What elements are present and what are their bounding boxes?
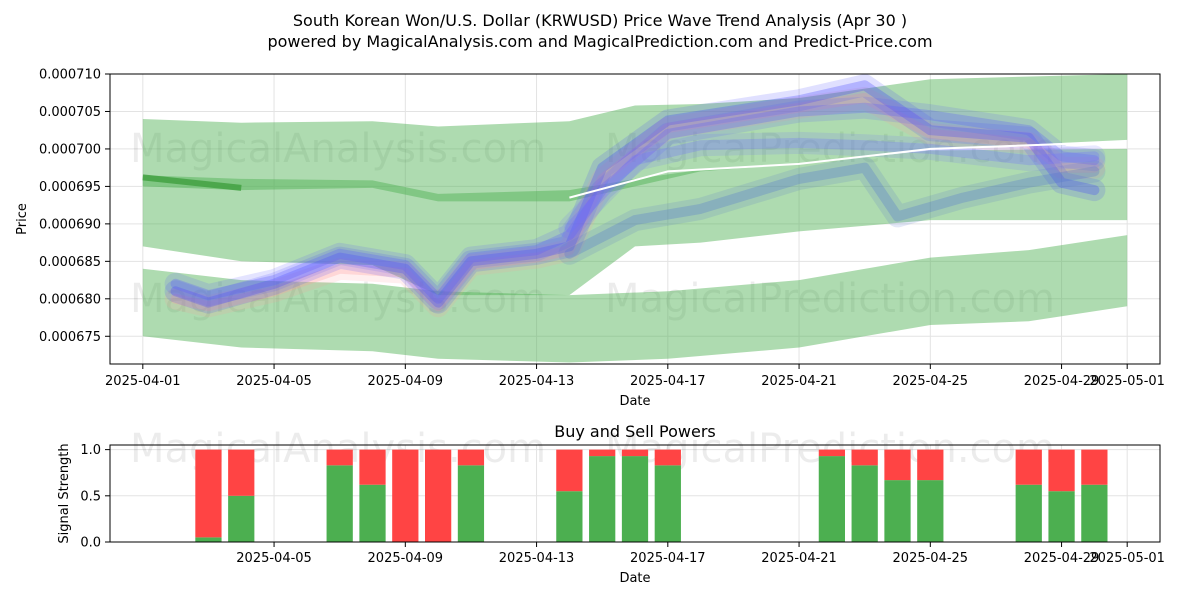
y-axis-label: Signal Strength <box>57 443 72 543</box>
x-axis-label: Date <box>619 571 650 586</box>
watermark-text: MagicalPrediction.com <box>605 126 1055 172</box>
y-tick-label: 0.5 <box>80 489 101 504</box>
band-start-line <box>142 174 242 191</box>
buy-bar <box>326 465 353 542</box>
wave-core <box>564 137 1100 233</box>
wave-band <box>164 87 1106 318</box>
x-tick-label: 2025-05-01 <box>1089 374 1165 389</box>
y-tick-label: 0.000685 <box>39 255 101 270</box>
sell-bar <box>1081 449 1108 485</box>
sell-bar <box>884 449 911 481</box>
buy-bar <box>457 465 485 542</box>
bar-plot-frame <box>109 444 1161 543</box>
x-tick-label: 2025-04-05 <box>236 374 312 389</box>
buy-bar <box>1015 484 1042 542</box>
y-tick-label: 0.000700 <box>39 142 101 157</box>
watermark-text: MagicalAnalysis.com <box>130 276 546 322</box>
buy-bar <box>1048 491 1075 542</box>
x-tick-label: 2025-04-05 <box>236 551 312 566</box>
buy-bar <box>884 480 911 542</box>
band-lower <box>142 235 1128 363</box>
band-upper <box>142 74 1128 202</box>
sell-bar <box>851 449 878 466</box>
sell-bar <box>917 449 944 481</box>
wave-core <box>170 102 1100 304</box>
sell-bar <box>1015 449 1042 485</box>
buy-bar <box>556 491 583 542</box>
wave-core <box>170 93 1100 312</box>
buy-bar <box>359 484 386 542</box>
sell-bar <box>425 449 452 542</box>
y-tick-label: 0.000680 <box>39 292 101 307</box>
sell-bar <box>359 449 386 485</box>
wave-core <box>170 80 1100 308</box>
x-tick-label: 2025-04-13 <box>499 551 575 566</box>
x-tick-label: 2025-04-21 <box>761 551 837 566</box>
y-tick-label: 0.000710 <box>39 68 101 83</box>
sell-bar <box>621 449 649 457</box>
wave-band <box>558 131 1106 239</box>
x-tick-label: 2025-04-25 <box>893 551 969 566</box>
x-tick-label: 2025-04-09 <box>368 551 444 566</box>
sell-bar <box>589 449 616 457</box>
x-tick-label: 2025-04-13 <box>499 374 575 389</box>
wave-band <box>164 96 1106 310</box>
y-tick-label: 0.0 <box>80 536 101 551</box>
sell-bar <box>818 449 845 457</box>
y-axis-label: Price <box>15 203 30 235</box>
wave-band <box>558 156 1106 265</box>
buy-bar <box>1081 484 1108 542</box>
wave-core <box>564 162 1100 259</box>
sell-bar <box>228 449 255 496</box>
x-tick-label: 2025-04-17 <box>630 551 706 566</box>
x-tick-label: 2025-04-21 <box>761 374 837 389</box>
x-tick-label: 2025-04-17 <box>630 374 706 389</box>
sell-bar <box>392 449 419 542</box>
x-tick-label: 2025-04-25 <box>893 374 969 389</box>
chart-title-line1: South Korean Won/U.S. Dollar (KRWUSD) Pr… <box>293 11 907 30</box>
x-tick-label: 2025-05-01 <box>1089 551 1165 566</box>
sell-bar <box>457 449 485 466</box>
plot-frame <box>109 73 1161 365</box>
sell-bar <box>654 449 681 466</box>
sell-bar <box>326 449 353 466</box>
band-middle <box>142 148 1128 296</box>
sell-bar <box>556 449 583 492</box>
x-tick-label: 2025-04-29 <box>1024 374 1100 389</box>
x-tick-label: 2025-04-09 <box>368 374 444 389</box>
x-axis-label: Date <box>619 394 650 409</box>
plot-area <box>110 74 1160 364</box>
y-tick-label: 0.000705 <box>39 105 101 120</box>
sell-bar <box>1048 449 1075 492</box>
sell-bar <box>195 449 222 538</box>
watermark-text: MagicalAnalysis.com <box>130 126 546 172</box>
buy-bar <box>818 456 845 542</box>
y-tick-label: 0.000675 <box>39 330 101 345</box>
x-tick-label: 2025-04-01 <box>105 374 181 389</box>
buy-bar <box>851 465 878 542</box>
wave-band <box>164 74 1106 314</box>
buy-bar <box>621 456 649 542</box>
buy-bar <box>917 480 944 542</box>
watermark-text: MagicalPrediction.com <box>605 276 1055 322</box>
buy-bar <box>589 456 616 542</box>
x-tick-label: 2025-04-29 <box>1024 551 1100 566</box>
y-tick-label: 0.000690 <box>39 217 101 232</box>
trend-line <box>569 141 1095 199</box>
y-tick-label: 1.0 <box>80 443 101 458</box>
buy-bar <box>195 537 222 542</box>
y-tick-label: 0.000695 <box>39 180 101 195</box>
buy-bar <box>228 495 255 542</box>
buy-bar <box>654 465 681 542</box>
chart-title-line2: powered by MagicalAnalysis.com and Magic… <box>267 32 932 51</box>
bar-chart-title: Buy and Sell Powers <box>554 422 716 441</box>
